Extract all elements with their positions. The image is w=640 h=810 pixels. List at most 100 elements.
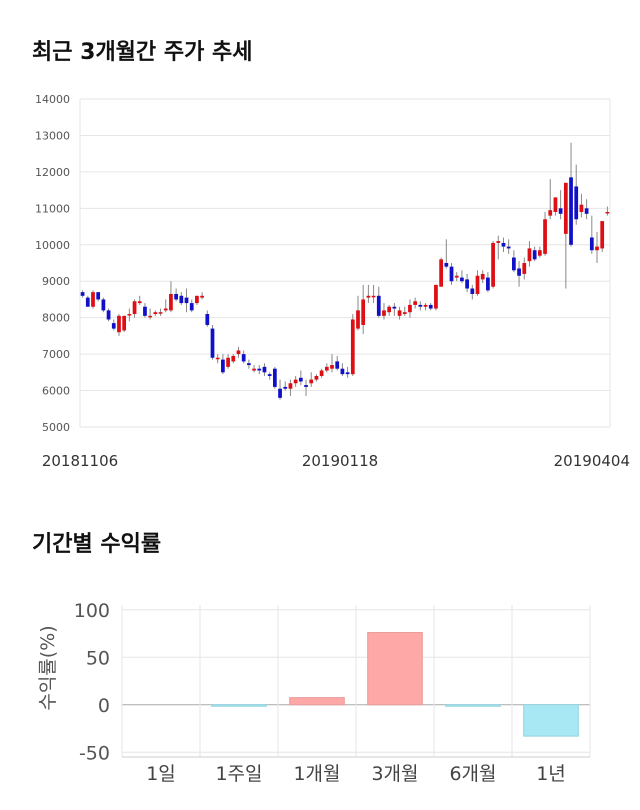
candle-up (350, 319, 355, 375)
candle-up (137, 301, 142, 304)
candle-up (356, 310, 360, 329)
candle-up (491, 242, 495, 287)
candle-up (595, 246, 599, 251)
candle-down (272, 368, 277, 387)
candle-down (532, 250, 537, 260)
candle-down (517, 268, 521, 276)
candle-up (91, 292, 95, 307)
price-tick-label: 6000 (42, 385, 70, 398)
candle-down (184, 297, 189, 304)
candle-down (298, 377, 303, 382)
candle-down (106, 310, 111, 320)
return-tick-label: 100 (74, 600, 110, 622)
candle-up (605, 211, 610, 214)
candle-down (418, 304, 423, 307)
candle-down (569, 177, 573, 245)
candle-down (267, 374, 272, 376)
candle-down (262, 366, 267, 373)
price-tick-label: 8000 (42, 312, 70, 325)
return-category-label: 1주일 (215, 763, 262, 785)
candle-up (215, 357, 220, 360)
candle-up (522, 263, 527, 274)
candle-down (465, 279, 469, 289)
return-tick-label: 0 (98, 695, 110, 717)
candle-down (143, 306, 147, 316)
candle-up (434, 284, 438, 309)
return-category-labels: 1일 1주일 1개월 3개월 6개월 1년 (146, 763, 566, 785)
candle-down (392, 306, 397, 309)
date-label: 20181106 (42, 452, 118, 470)
return-bar-chart: 100 50 0 -50 1일 1주일 1개월 3개월 6개월 1년 수익률(%) (37, 600, 591, 785)
candle-up (195, 295, 199, 304)
candle-up (548, 210, 553, 216)
candle-up (454, 275, 459, 278)
candle-up (402, 312, 407, 315)
return-category-label: 3개월 (371, 763, 418, 785)
candle-up (330, 365, 334, 369)
return-bar-positive (367, 632, 423, 706)
candle-down (283, 386, 288, 389)
candle-down (574, 186, 579, 220)
return-bar-negative (445, 704, 501, 707)
candle-up (439, 259, 443, 287)
candle-up (309, 379, 314, 384)
price-tick-label: 12000 (35, 166, 70, 179)
candle-down (376, 295, 381, 316)
candle-down (444, 263, 449, 267)
candle-up (475, 275, 480, 294)
candle-down (111, 323, 116, 329)
return-bar-positive (289, 697, 345, 706)
candle-up (319, 370, 324, 376)
candle-up (117, 315, 121, 333)
candle-down (96, 292, 101, 300)
return-y-ticks: 100 50 0 -50 (74, 600, 110, 765)
return-tick-label: 50 (86, 647, 110, 669)
return-category-label: 6개월 (449, 763, 496, 785)
candle-up (553, 197, 558, 212)
candle-up (226, 357, 230, 367)
date-label: 20190118 (302, 452, 378, 470)
candle-down (257, 368, 262, 371)
period-return-title: 기간별 수익률 (32, 532, 162, 557)
candle-up (371, 295, 376, 298)
price-y-ticks: 14000 13000 12000 11000 10000 9000 8000 7000 600… (35, 93, 70, 434)
return-category-label: 1년 (536, 763, 566, 785)
candle-up (563, 182, 568, 234)
candle-up (600, 221, 605, 249)
candle-down (345, 372, 350, 375)
candle-down (512, 257, 516, 271)
price-tick-label: 11000 (35, 202, 70, 215)
candle-down (460, 277, 464, 282)
price-tick-label: 13000 (35, 129, 70, 142)
candle-down (247, 363, 251, 366)
stock-trend-title: 최근 3개월간 주가 추세 (32, 40, 253, 65)
candle-down (506, 246, 511, 249)
candle-up (579, 204, 584, 212)
candle-up (366, 295, 371, 298)
return-tick-label: -50 (79, 742, 110, 764)
candle-down (278, 388, 282, 398)
candles (80, 142, 610, 400)
return-bar-negative (523, 704, 579, 737)
candle-up (397, 310, 402, 316)
price-tick-label: 7000 (42, 348, 70, 361)
candle-down (174, 293, 178, 300)
candle-down (449, 266, 454, 282)
candle-up (122, 315, 127, 331)
candle-up (163, 308, 168, 311)
candle-up (496, 241, 501, 243)
price-tick-label: 5000 (42, 421, 70, 434)
candle-up (361, 299, 366, 325)
price-tick-label: 9000 (42, 275, 70, 288)
price-tick-label: 10000 (35, 239, 70, 252)
candle-up (527, 248, 532, 262)
candle-up (236, 350, 241, 355)
candle-up (387, 306, 392, 313)
candle-up (169, 293, 173, 311)
candle-up (158, 312, 163, 314)
candle-up (252, 368, 256, 371)
candle-up (423, 304, 428, 307)
candlestick-chart: 14000 13000 12000 11000 10000 9000 8000 7000 600… (35, 93, 630, 470)
candle-up (314, 375, 319, 380)
return-bar-negative (211, 704, 267, 707)
